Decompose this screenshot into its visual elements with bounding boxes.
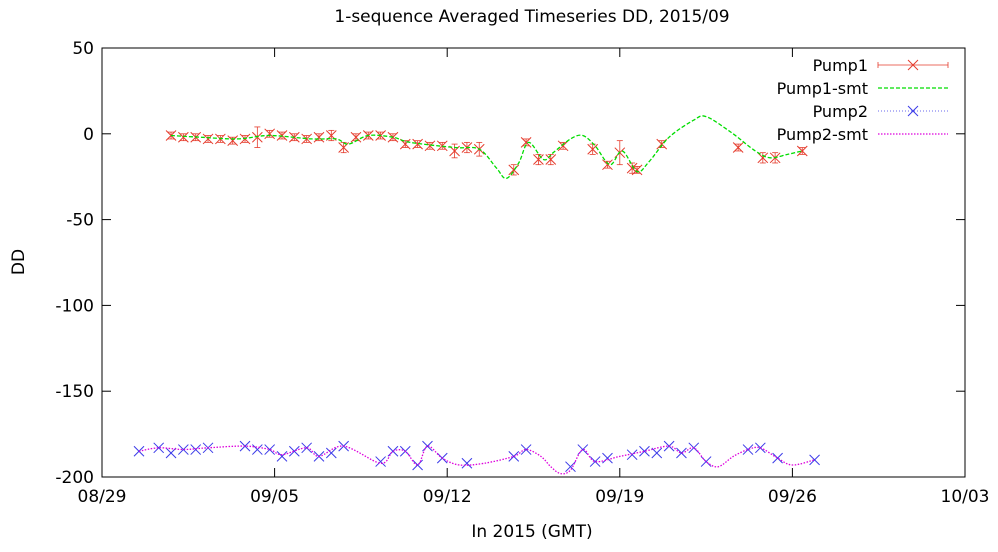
series-pump2 xyxy=(133,440,820,473)
data-point xyxy=(545,154,557,165)
y-tick-label: -150 xyxy=(55,382,94,402)
plot-frame xyxy=(101,47,966,478)
data-point xyxy=(602,159,613,171)
legend-label: Pump1 xyxy=(813,56,868,75)
data-point xyxy=(227,135,239,147)
series-line xyxy=(170,115,803,180)
data-point xyxy=(757,152,769,164)
x-tick-label: 09/05 xyxy=(250,487,299,507)
data-point xyxy=(424,140,436,152)
data-point xyxy=(288,445,300,457)
data-point xyxy=(676,447,687,459)
data-point xyxy=(663,440,675,452)
x-tick-label: 09/19 xyxy=(595,487,644,507)
y-tick-label: 50 xyxy=(72,39,94,59)
data-point xyxy=(520,444,532,455)
data-point xyxy=(796,145,808,157)
data-point xyxy=(651,447,663,459)
data-point xyxy=(436,140,448,152)
data-point xyxy=(742,444,754,455)
y-tick-label: -100 xyxy=(55,296,94,316)
data-point xyxy=(264,444,276,455)
data-point xyxy=(239,440,251,452)
data-point xyxy=(589,456,601,467)
data-point xyxy=(153,442,165,454)
y-axis-ticks: 50 0 -50 -100 -150 -200 xyxy=(55,39,965,488)
data-point xyxy=(412,138,423,150)
x-axis-ticks: 08/29 09/05 09/12 09/19 09/26 10/03 xyxy=(78,48,990,507)
data-point xyxy=(178,444,189,455)
series-pump1-smt xyxy=(170,115,803,180)
series-pump1 xyxy=(165,126,808,176)
x-tick-label: 09/12 xyxy=(423,487,472,507)
data-point xyxy=(602,452,613,464)
x-tick-label: 08/29 xyxy=(78,487,127,507)
y-tick-label: -200 xyxy=(55,468,94,488)
x-tick-label: 09/26 xyxy=(768,487,817,507)
y-axis-label: DD xyxy=(9,249,29,275)
data-point xyxy=(178,131,189,143)
data-point xyxy=(577,444,589,455)
data-point xyxy=(251,131,263,143)
data-point xyxy=(202,133,214,145)
data-point xyxy=(557,140,569,152)
chart-title: 1-sequence Averaged Timeseries DD, 2015/… xyxy=(334,7,729,27)
data-point xyxy=(190,444,202,455)
x-axis-label: In 2015 (GMT) xyxy=(471,522,592,542)
legend-label: Pump1-smt xyxy=(777,79,868,98)
data-point xyxy=(350,131,362,143)
data-point xyxy=(732,142,744,153)
data-point xyxy=(251,444,263,455)
y-tick-label: -50 xyxy=(66,211,94,231)
legend-marker xyxy=(907,59,919,71)
data-point xyxy=(626,449,638,461)
x-tick-label: 10/03 xyxy=(941,487,990,507)
data-point xyxy=(276,451,288,462)
data-point xyxy=(587,143,599,155)
data-point xyxy=(533,154,544,165)
data-point xyxy=(325,447,337,459)
data-point xyxy=(301,442,313,454)
y-tick-label: 0 xyxy=(83,125,94,145)
legend-marker xyxy=(907,105,919,117)
legend-label: Pump2 xyxy=(813,102,868,121)
data-point xyxy=(809,454,820,466)
series-layer xyxy=(133,115,820,475)
data-point xyxy=(754,442,766,454)
data-point xyxy=(133,445,145,457)
data-point xyxy=(520,137,532,148)
data-point xyxy=(313,131,325,143)
legend: Pump1 Pump1-smt Pump2 Pump2-smt xyxy=(777,56,949,144)
data-point xyxy=(165,447,177,459)
legend-label: Pump2-smt xyxy=(777,125,868,144)
data-point xyxy=(375,456,386,467)
data-point xyxy=(461,457,473,469)
data-point xyxy=(508,451,520,462)
data-point xyxy=(264,128,276,140)
data-point xyxy=(631,164,643,176)
